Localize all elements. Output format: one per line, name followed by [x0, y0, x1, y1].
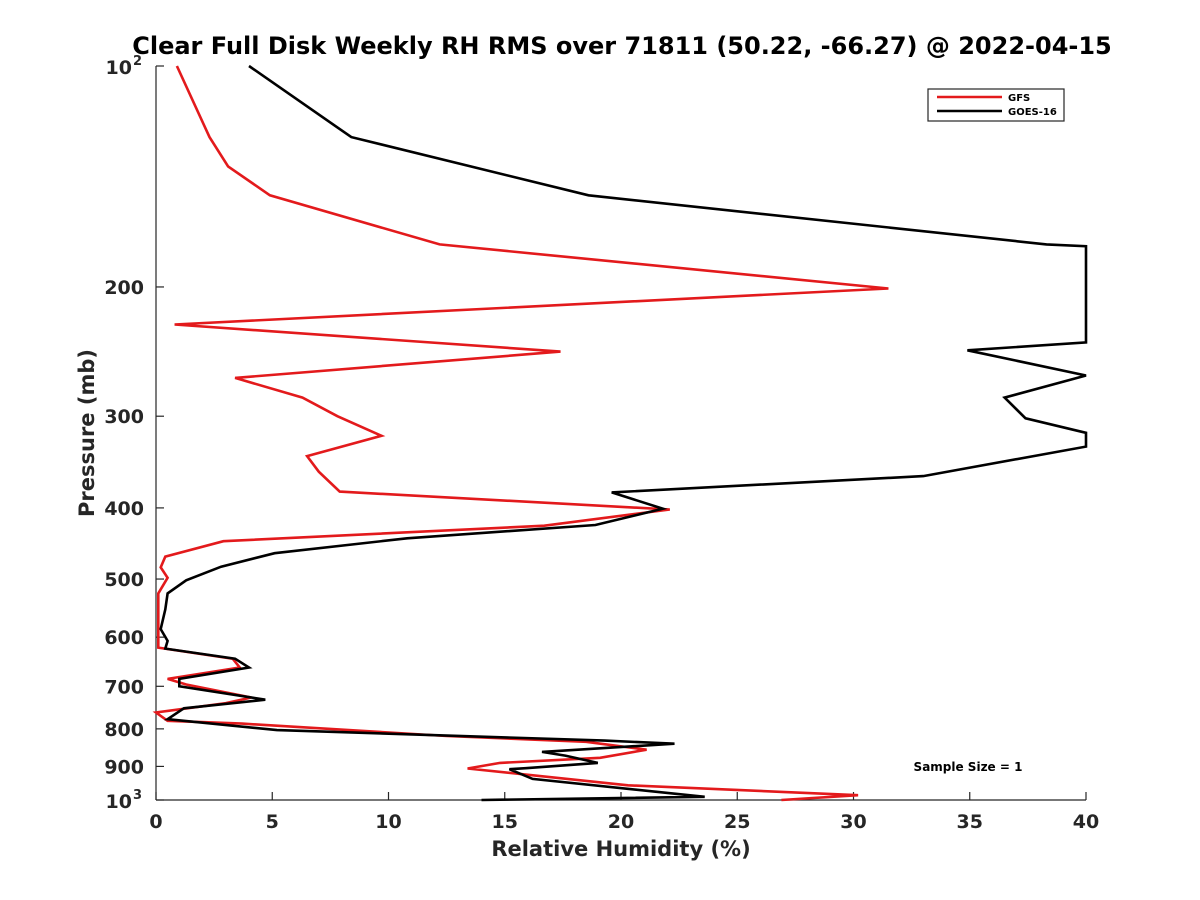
legend-label-gfs: GFS [1008, 93, 1030, 104]
x-tick-label: 30 [840, 811, 866, 833]
y-tick-label: 500 [104, 569, 144, 591]
x-tick-label: 5 [266, 811, 279, 833]
y-tick-label: 200 [104, 277, 144, 299]
legend-box [927, 88, 1065, 122]
y-tick-label-exponent: 2 [133, 54, 142, 69]
x-tick-label: 0 [149, 811, 162, 833]
y-tick-label: 600 [104, 627, 144, 649]
x-tick-label: 15 [492, 811, 518, 833]
x-tick-label: 20 [608, 811, 634, 833]
y-tick-label-exponent: 3 [133, 788, 142, 803]
y-tick-label: 800 [104, 719, 144, 741]
sample-size-annotation: Sample Size = 1 [914, 760, 1023, 774]
x-tick-label: 35 [957, 811, 983, 833]
chart-title: Clear Full Disk Weekly RH RMS over 71811… [132, 32, 1112, 60]
y-tick-label: 700 [104, 676, 144, 698]
series-layer [152, 64, 1088, 802]
x-axis-ticks: 0 5 10 15 20 25 30 35 40 [149, 792, 1099, 833]
x-axis-label: Relative Humidity (%) [491, 837, 750, 861]
plot-background [156, 66, 1086, 800]
series-line-goes16 [159, 64, 1088, 802]
y-tick-label: 400 [104, 498, 144, 520]
legend-label-goes16: GOES-16 [1008, 107, 1057, 118]
legend: GFS GOES-16 [927, 88, 1065, 122]
x-tick-label: 25 [724, 811, 750, 833]
plot-area: 0 5 10 15 20 25 30 35 40 10 220030040050060070080… [104, 54, 1099, 833]
series-line-gfs [152, 65, 889, 802]
x-tick-label: 10 [375, 811, 401, 833]
y-tick-label: 300 [104, 406, 144, 428]
y-tick-label: 10 [106, 791, 132, 813]
y-tick-label: 10 [106, 57, 132, 79]
x-tick-label: 40 [1073, 811, 1099, 833]
y-axis-label: Pressure (mb) [75, 349, 99, 517]
y-tick-label: 900 [104, 756, 144, 778]
